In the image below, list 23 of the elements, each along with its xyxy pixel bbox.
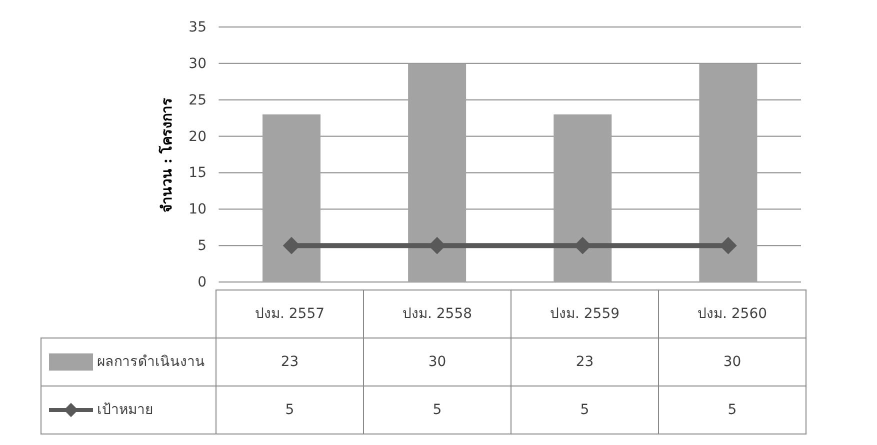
y-tick-label: 5 bbox=[198, 238, 206, 254]
x-tick-label: ปงม. 2560 bbox=[697, 306, 768, 322]
y-tick-label: 20 bbox=[188, 128, 206, 145]
data-label: 5 bbox=[728, 402, 737, 418]
y-tick-label: 30 bbox=[188, 56, 206, 72]
data-label: 5 bbox=[580, 402, 590, 418]
legend-label: ผลการดำเนินงาน bbox=[97, 354, 205, 370]
data-label: 23 bbox=[280, 354, 299, 370]
y-tick-label: 0 bbox=[198, 274, 206, 290]
y-tick-label: 15 bbox=[188, 165, 206, 182]
data-label: 5 bbox=[285, 402, 294, 418]
x-tick-label: ปงม. 2557 bbox=[254, 306, 325, 322]
y-tick-label: 10 bbox=[188, 202, 206, 218]
y-tick-label: 25 bbox=[188, 92, 206, 108]
legend-label: เป้าหมาย bbox=[97, 402, 153, 418]
y-axis-title: จำนวน : โครงการ bbox=[158, 98, 176, 212]
data-label: 30 bbox=[428, 354, 446, 370]
data-label: 5 bbox=[432, 402, 442, 418]
x-tick-label: ปงม. 2558 bbox=[402, 306, 472, 322]
x-tick-label: ปงม. 2559 bbox=[550, 306, 620, 322]
data-label: 23 bbox=[576, 354, 594, 370]
y-tick-label: 35 bbox=[188, 20, 206, 36]
data-label: 30 bbox=[723, 354, 742, 370]
